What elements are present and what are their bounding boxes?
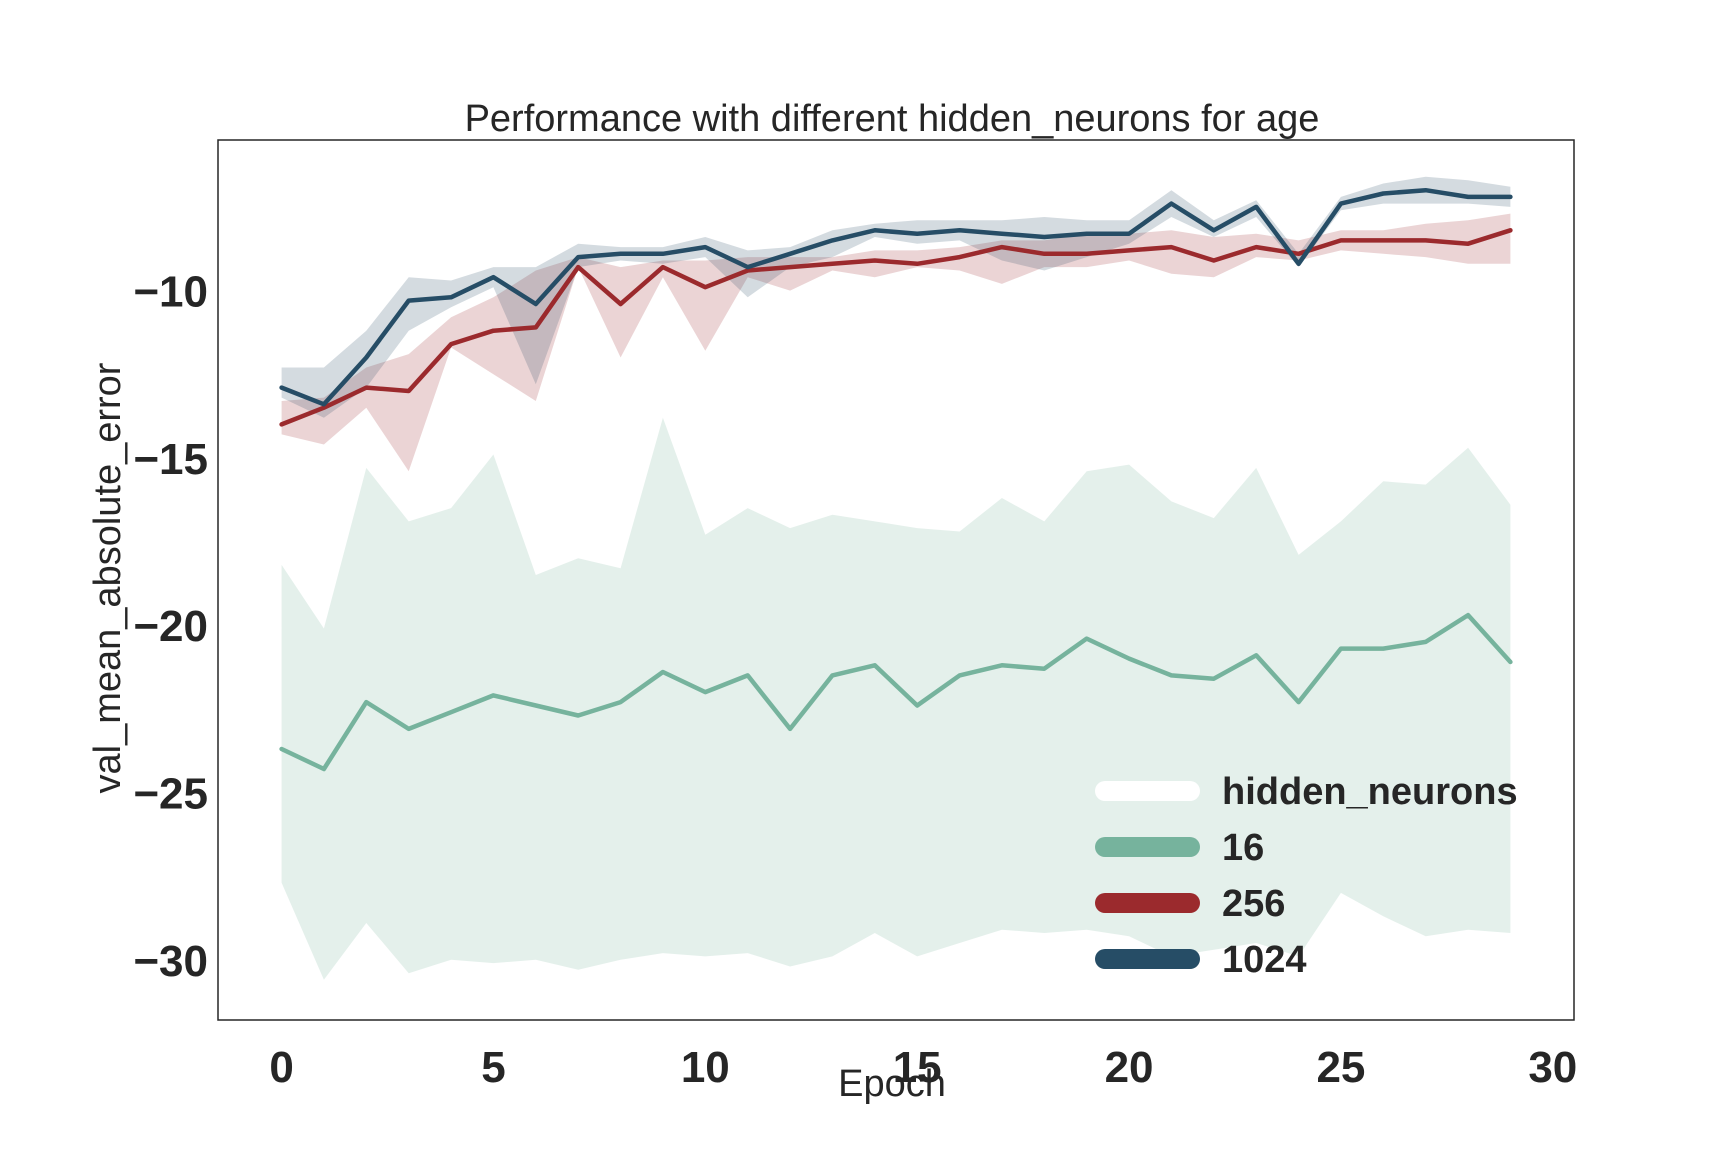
x-axis-ticks: 0 5 10 15 20 25 30 (269, 1043, 1577, 1092)
x-tick-label: 15 (893, 1043, 942, 1092)
legend: hidden_neurons 16 256 1024 (1095, 771, 1518, 981)
y-axis-label: val_mean_absolute_error (87, 362, 129, 793)
plot-frame (217, 139, 1575, 1021)
x-axis-label: Epoch (838, 1063, 946, 1105)
x-tick-label: 10 (681, 1043, 730, 1092)
line-series-16 (279, 612, 1513, 772)
x-tick-label: 20 (1105, 1043, 1154, 1092)
legend-item-16-label: 16 (1222, 827, 1264, 869)
legend-item-1024-label: 1024 (1222, 939, 1307, 981)
x-tick-label: 0 (269, 1043, 293, 1092)
band-series-16 (281, 417, 1511, 980)
chart-title: Performance with different hidden_neuron… (465, 98, 1320, 140)
legend-title-label: hidden_neurons (1222, 771, 1518, 813)
series-lines (279, 187, 1513, 772)
x-tick-label: 30 (1528, 1043, 1577, 1092)
y-tick-label: −10 (133, 268, 208, 317)
line-series-1024 (279, 187, 1513, 407)
y-tick-label: −25 (133, 769, 208, 818)
x-tick-label: 5 (481, 1043, 505, 1092)
y-tick-label: −15 (133, 435, 208, 484)
y-axis-ticks: −10 −15 −20 −25 −30 (133, 268, 208, 986)
y-tick-label: −20 (133, 602, 208, 651)
x-tick-label: 25 (1316, 1043, 1365, 1092)
y-tick-label: −30 (133, 937, 208, 986)
legend-item-256-label: 256 (1222, 883, 1285, 925)
